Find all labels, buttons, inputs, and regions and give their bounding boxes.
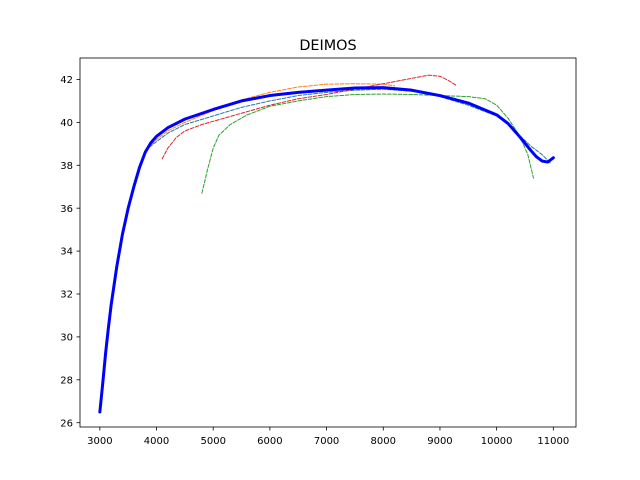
y-tick-label: 34 bbox=[60, 247, 73, 258]
series-layer bbox=[98, 74, 555, 414]
x-tick-label: 3000 bbox=[87, 436, 112, 447]
x-axis: 3000 4000 5000 6000 7000 8000 9000 10000 11000 bbox=[87, 427, 569, 447]
series-line-5 bbox=[98, 86, 555, 414]
series-line-2 bbox=[147, 83, 396, 149]
series-line-4 bbox=[161, 74, 458, 160]
x-tick-label: 9000 bbox=[427, 436, 452, 447]
x-tick-label: 10000 bbox=[481, 436, 513, 447]
plot-frame bbox=[79, 57, 577, 428]
y-tick-label: 26 bbox=[60, 418, 73, 429]
y-tick-label: 32 bbox=[60, 290, 73, 301]
series-line-3 bbox=[201, 93, 534, 194]
chart-title: DEIMOS bbox=[299, 38, 356, 54]
y-tick-label: 40 bbox=[60, 118, 73, 129]
y-tick-label: 28 bbox=[60, 375, 73, 386]
y-tick-label: 36 bbox=[60, 204, 73, 215]
y-tick-label: 42 bbox=[60, 75, 73, 86]
x-tick-label: 5000 bbox=[200, 436, 225, 447]
x-tick-label: 7000 bbox=[314, 436, 339, 447]
x-tick-label: 8000 bbox=[371, 436, 396, 447]
y-tick-label: 30 bbox=[60, 332, 73, 343]
y-tick-label: 38 bbox=[60, 161, 73, 172]
x-tick-label: 6000 bbox=[257, 436, 282, 447]
x-tick-label: 11000 bbox=[537, 436, 569, 447]
x-tick-label: 4000 bbox=[144, 436, 169, 447]
y-axis: 26 28 30 32 34 36 38 40 42 bbox=[60, 75, 80, 429]
